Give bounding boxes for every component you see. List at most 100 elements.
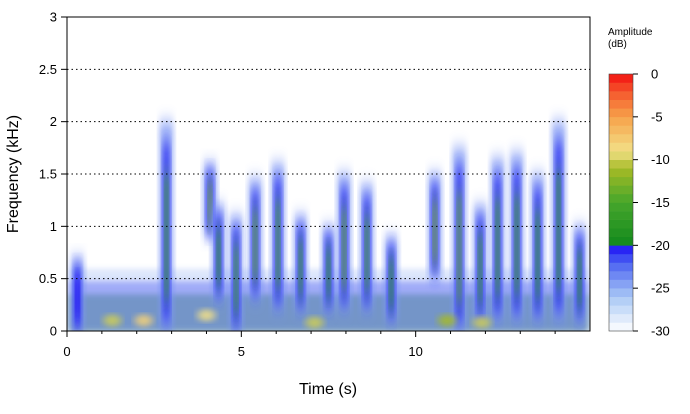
legend-swatch [609, 142, 633, 152]
event-core [432, 200, 437, 263]
legend-swatch [609, 193, 633, 203]
spectral-event [551, 121, 566, 321]
legend-tick-label: -30 [651, 324, 670, 339]
spectral-event [452, 147, 467, 331]
spectral-event [572, 226, 587, 321]
legend-swatch [609, 202, 633, 212]
spectral-event [490, 158, 505, 321]
legend-swatch [609, 253, 633, 263]
event-core [275, 200, 280, 289]
legend-tick-label: 0 [651, 67, 658, 82]
legend-tick-label: -5 [651, 109, 663, 124]
x-tick-label: 5 [238, 344, 245, 359]
event-core [364, 215, 369, 292]
event-core [577, 249, 582, 307]
y-tick-label: 0.5 [39, 271, 57, 286]
legend-swatch [609, 322, 633, 332]
legend-swatch [609, 211, 633, 220]
legend-swatch [609, 219, 633, 229]
spectral-event [337, 174, 352, 311]
spectral-event [270, 163, 285, 311]
legend-swatch [609, 279, 633, 289]
legend-swatch [609, 185, 633, 195]
spectral-event [229, 215, 244, 331]
spectral-event [211, 205, 226, 300]
legend-swatch [609, 236, 633, 246]
legend-swatch [609, 228, 633, 238]
legend-tick-label: -15 [651, 195, 670, 210]
event-core [556, 171, 561, 291]
y-tick-label: 0 [50, 324, 57, 339]
legend-ticks: 0 -5 -10 -15 -20 -25 -30 [633, 67, 670, 339]
legend-tick-label: -25 [651, 281, 670, 296]
legend-title-line2: (dB) [608, 39, 627, 50]
legend-swatch [609, 99, 633, 109]
event-core [75, 276, 80, 321]
grid-lines [67, 68, 590, 280]
x-axis-title: Time (s) [299, 381, 357, 398]
legend-swatch [609, 271, 633, 280]
legend-swatch [609, 159, 633, 169]
event-core [164, 174, 169, 300]
y-tick-label: 3 [50, 10, 57, 25]
event-core [216, 228, 221, 286]
event-core [495, 198, 500, 297]
event-core [389, 257, 394, 308]
legend-swatch [609, 168, 633, 178]
hot-spot [197, 309, 216, 322]
amplitude-legend: Amplitude (dB) 0 -5 -10 -15 -20 -25 -30 [608, 27, 670, 339]
spectral-event [427, 174, 442, 279]
event-core [457, 193, 462, 304]
spectral-event [530, 174, 545, 321]
event-core [253, 209, 258, 282]
hot-spot [305, 316, 324, 329]
event-core [234, 244, 239, 314]
y-tick-label: 1 [50, 219, 57, 234]
event-core [478, 234, 483, 304]
y-tick-label: 2.5 [39, 62, 57, 77]
legend-title-line1: Amplitude [608, 27, 653, 38]
legend-colorbar [608, 73, 634, 332]
legend-swatch [609, 262, 633, 272]
legend-swatch [609, 288, 633, 298]
x-axis: 0 5 10 [63, 331, 556, 359]
x-tick-label: 0 [63, 344, 70, 359]
event-core [514, 194, 519, 296]
event-core [342, 208, 347, 290]
y-axis: 0 0.5 1 1.5 2 2.5 3 [39, 10, 67, 339]
event-core [298, 239, 303, 296]
hot-spot [472, 316, 491, 329]
hot-spot [134, 314, 153, 327]
legend-swatch [609, 91, 633, 100]
legend-swatch [609, 313, 633, 323]
spectral-event [321, 226, 336, 311]
y-axis-title: Frequency (kHz) [5, 115, 22, 233]
legend-swatch [609, 125, 633, 135]
spectral-event [359, 184, 374, 311]
spectral-event [293, 215, 308, 311]
event-core [207, 181, 212, 226]
legend-swatch [609, 245, 633, 255]
event-core [326, 247, 331, 298]
spectral-event [70, 257, 85, 331]
legend-swatch [609, 133, 633, 143]
legend-swatch [609, 116, 633, 126]
hot-spot [438, 314, 457, 327]
spectral-event [509, 153, 524, 321]
legend-swatch [609, 296, 633, 306]
hot-spot [103, 314, 122, 327]
legend-swatch [609, 82, 633, 92]
legend-swatch [609, 151, 633, 160]
legend-swatch [609, 108, 633, 118]
legend-tick-label: -10 [651, 152, 670, 167]
event-core [535, 210, 540, 299]
spectral-event [473, 205, 488, 321]
legend-swatch [609, 176, 633, 186]
legend-swatch [609, 305, 633, 315]
spectral-event [248, 179, 263, 300]
y-tick-label: 1.5 [39, 167, 57, 182]
legend-swatch [609, 74, 633, 83]
y-tick-label: 2 [50, 114, 57, 129]
x-tick-label: 10 [408, 344, 422, 359]
